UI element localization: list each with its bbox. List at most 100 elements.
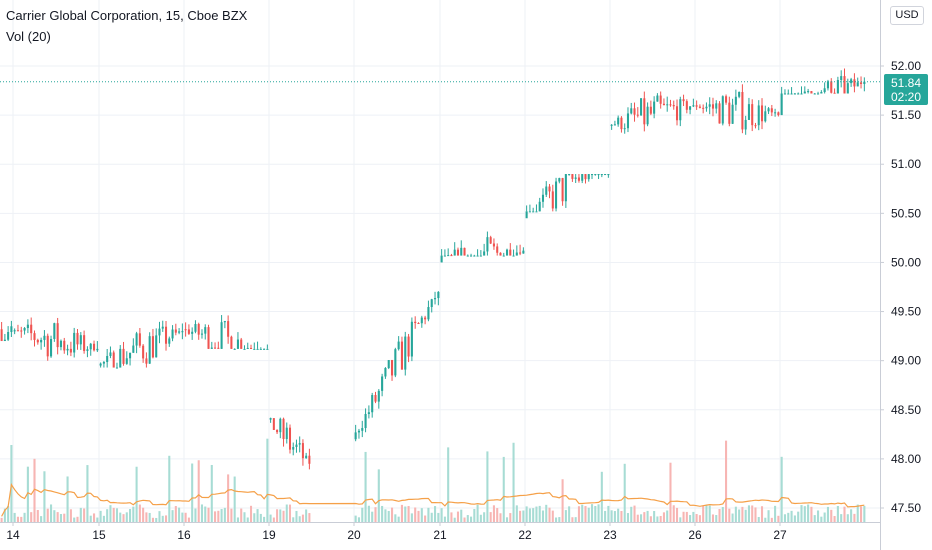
time-tick-label: 16 (177, 528, 191, 542)
volume-bar (620, 511, 623, 522)
candle-body (853, 79, 856, 87)
volume-bar (66, 476, 69, 522)
candle-body (757, 105, 760, 126)
candle-body (197, 324, 200, 335)
candle-body (308, 455, 311, 464)
candle-body (259, 348, 262, 350)
volume-bar (564, 510, 567, 522)
volume-bar (820, 516, 823, 522)
candle-body (63, 340, 66, 351)
volume-bar (276, 509, 279, 522)
candle-body (646, 106, 649, 125)
candle-body (551, 191, 554, 209)
volume-bar (682, 511, 685, 522)
time-axis[interactable]: 14 15 16 19 20 21 22 23 26 27 (0, 522, 880, 550)
volume-bar (354, 515, 357, 522)
volume-bar (381, 505, 384, 522)
volume-bar (155, 517, 158, 522)
candle-body (164, 326, 168, 344)
volume-bar (757, 517, 760, 522)
candle-body (620, 117, 623, 130)
candle-body (846, 83, 849, 94)
last-price-tag: 51.84 02:20 (884, 74, 928, 105)
volume-bar (731, 513, 734, 522)
candle-body (754, 125, 757, 127)
time-tick-label: 27 (773, 528, 787, 542)
volume-bar (410, 513, 413, 522)
candle-body (253, 348, 256, 350)
candle-body (649, 106, 652, 114)
candle-body (496, 246, 499, 253)
candle-body (424, 317, 427, 320)
volume-bar (790, 510, 793, 522)
candle-body (236, 339, 239, 349)
candle-body (3, 339, 6, 342)
candle-body (390, 360, 394, 376)
candle-body (528, 211, 531, 213)
volume-bar (142, 507, 145, 522)
candle-body (151, 336, 154, 358)
currency-button[interactable]: USD (890, 6, 924, 25)
volume-bar (826, 506, 830, 522)
price-tick-label: 48.50 (891, 403, 921, 417)
volume-bar (13, 512, 16, 522)
volume-bar (10, 444, 13, 522)
candle-body (783, 93, 787, 95)
volume-bar (282, 510, 285, 522)
candle-body (354, 432, 357, 440)
volume-bar (640, 514, 643, 522)
candle-body (607, 174, 610, 176)
volume-indicator-label[interactable]: Vol (20) (6, 29, 51, 44)
candle-body (672, 105, 675, 107)
candle-body (305, 455, 308, 459)
volume-bar (292, 517, 295, 522)
volume-bar (119, 512, 122, 522)
volume-bar (168, 455, 171, 522)
volume-bar (420, 508, 423, 522)
candle-body (473, 255, 476, 257)
volume-bar (675, 507, 679, 522)
volume-bar (135, 466, 138, 522)
candle-body (73, 332, 76, 353)
candle-body (793, 93, 796, 95)
candle-body (96, 348, 99, 351)
volume-bar (26, 466, 29, 522)
volume-bar (407, 506, 410, 522)
volume-bar (174, 505, 177, 522)
candle-body (102, 362, 105, 364)
volume-bar (626, 513, 630, 522)
candle-body (810, 91, 813, 94)
candle-body (843, 76, 846, 94)
volume-bar (230, 508, 233, 522)
candle-body (410, 321, 413, 357)
candle-body (26, 324, 29, 329)
candle-body (659, 95, 662, 104)
volume-bar (357, 517, 361, 522)
volume-bar (836, 505, 839, 522)
candle-body (597, 174, 600, 176)
volume-bar (367, 505, 370, 522)
candle-body (594, 174, 597, 176)
volume-bar (483, 512, 486, 522)
volume-bar (541, 510, 545, 522)
volume-bar (636, 514, 639, 522)
volume-bar (447, 447, 450, 522)
candle-body (417, 323, 420, 325)
candle-body (863, 81, 866, 85)
candle-body (282, 418, 285, 440)
volume-bar (122, 514, 125, 522)
volume-bar (433, 506, 437, 522)
volume-bar (519, 510, 522, 522)
price-tick-label: 51.50 (891, 108, 921, 122)
volume-bar (744, 509, 747, 522)
candle-body (191, 331, 194, 334)
volume-bar (604, 510, 607, 522)
candle-body (214, 347, 217, 349)
time-tick-label: 21 (433, 528, 447, 542)
volume-bar (164, 515, 168, 522)
volume-bar (584, 506, 587, 522)
volume-bar (220, 509, 223, 522)
candle-body (135, 333, 138, 346)
candle-body (46, 335, 49, 357)
